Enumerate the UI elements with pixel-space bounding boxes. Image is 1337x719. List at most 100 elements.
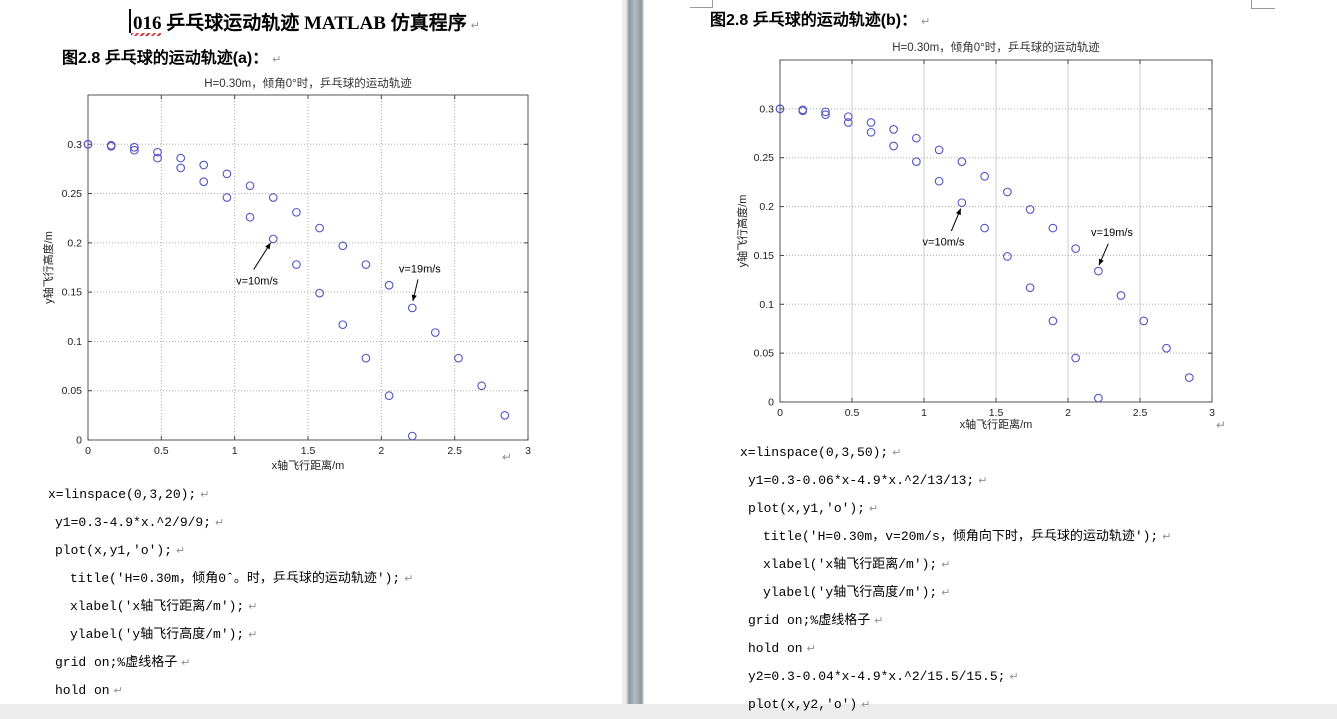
page-divider-scrollbar[interactable] [626, 0, 644, 704]
svg-text:x轴飞行距离/m: x轴飞行距离/m [960, 417, 1033, 431]
svg-text:v=19m/s: v=19m/s [1091, 227, 1133, 239]
svg-text:x轴飞行距离/m: x轴飞行距离/m [272, 458, 345, 472]
svg-text:0.05: 0.05 [62, 385, 83, 397]
paragraph-mark: ↵ [113, 685, 123, 697]
paragraph-mark: ↵ [404, 573, 414, 585]
code-text: grid on;%虚线格子 [748, 613, 871, 628]
svg-text:0.1: 0.1 [759, 299, 774, 311]
paragraph-mark: ↵ [941, 587, 951, 599]
svg-text:H=0.30m，倾角0°时，乒乓球的运动轨迹: H=0.30m，倾角0°时，乒乓球的运动轨迹 [892, 40, 1100, 54]
code-block-b: x=linspace(0,3,50); ↵ y1=0.3-0.06*x-4.9*x.… [734, 439, 1171, 719]
svg-text:2.5: 2.5 [1133, 407, 1148, 419]
code-line[interactable]: title('H=0.30m，倾角0ˆ。时，乒乓球的运动轨迹'); ↵ [30, 565, 413, 593]
figure-caption-a[interactable]: 图2.8 乒乓球的运动轨迹(a)： ↵ [62, 44, 281, 68]
document-page-left: 016 乒乓球运动轨迹 MATLAB 仿真程序 ↵ 图2.8 乒乓球的运动轨迹(a… [0, 0, 622, 704]
document-title[interactable]: 016 乒乓球运动轨迹 MATLAB 仿真程序 ↵ [133, 8, 480, 35]
code-line[interactable]: y2=0.3-0.04*x-4.9*x.^2/15.5/15.5; ↵ [734, 663, 1171, 691]
svg-text:1.5: 1.5 [301, 445, 316, 457]
margin-crop-mark-icon [1251, 0, 1275, 9]
document-title-text: 016 乒乓球运动轨迹 MATLAB 仿真程序 [133, 13, 467, 34]
figure-caption-b-text: 图2.8 乒乓球的运动轨迹(b)： [710, 12, 918, 29]
code-text: x=linspace(0,3,50); [740, 445, 889, 460]
paragraph-mark: ↵ [502, 450, 513, 464]
code-line[interactable]: x=linspace(0,3,50); ↵ [734, 439, 1171, 467]
paragraph-mark: ↵ [978, 475, 988, 487]
spellcheck-underline [131, 33, 161, 36]
code-line[interactable]: title('H=0.30m，v=20m/s，倾角向下时，乒乓球的运动轨迹');… [734, 523, 1171, 551]
code-text: hold on [748, 641, 803, 656]
svg-text:0: 0 [76, 435, 82, 447]
code-text: plot(x,y2,'o') [748, 697, 858, 712]
code-text: xlabel('x轴飞行距离/m'); [70, 599, 245, 614]
code-text: plot(x,y1,'o'); [748, 501, 866, 516]
paragraph-mark: ↵ [181, 657, 191, 669]
code-block-a: x=linspace(0,3,20); ↵ y1=0.3-4.9*x.^2/9/9;… [30, 481, 413, 705]
paragraph-mark: ↵ [470, 20, 480, 32]
svg-text:0.25: 0.25 [754, 152, 775, 164]
svg-text:0.1: 0.1 [67, 336, 82, 348]
svg-text:0.3: 0.3 [67, 139, 82, 151]
code-text: grid on;%虚线格子 [55, 655, 178, 670]
code-text: title('H=0.30m，倾角0ˆ。时，乒乓球的运动轨迹'); [70, 571, 401, 586]
svg-text:3: 3 [525, 445, 531, 457]
code-text: x=linspace(0,3,20); [48, 487, 197, 502]
code-line[interactable]: xlabel('x轴飞行距离/m'); ↵ [30, 593, 413, 621]
matlab-figure-b[interactable]: 0 0.5 1 1.5 2 2.5 3 0 0.05 0.1 0.15 0.2 0.25 0.3 H=0.3… [734, 38, 1274, 438]
code-line[interactable]: x=linspace(0,3,20); ↵ [30, 481, 413, 509]
svg-text:1: 1 [921, 407, 927, 419]
svg-text:y轴飞行高度/m: y轴飞行高度/m [41, 231, 55, 304]
code-line[interactable]: xlabel('x轴飞行距离/m'); ↵ [734, 551, 1171, 579]
code-text: y1=0.3-0.06*x-4.9*x.^2/13/13; [748, 473, 975, 488]
svg-text:v=10m/s: v=10m/s [236, 275, 278, 287]
svg-text:0: 0 [85, 445, 91, 457]
code-line[interactable]: grid on;%虚线格子 ↵ [30, 649, 413, 677]
matlab-figure-a[interactable]: 0 0.5 1 1.5 2 2.5 3 0 0.05 0.1 0.15 0.2 0.25 0.3 H=0.3… [30, 72, 590, 482]
figure-caption-a-text: 图2.8 乒乓球的运动轨迹(a)： [62, 50, 269, 67]
svg-text:H=0.30m，倾角0°时，乒乓球的运动轨迹: H=0.30m，倾角0°时，乒乓球的运动轨迹 [204, 76, 412, 90]
svg-text:2: 2 [378, 445, 384, 457]
code-line[interactable]: hold on ↵ [734, 635, 1171, 663]
code-line[interactable]: plot(x,y2,'o') ↵ [734, 691, 1171, 719]
paragraph-mark: ↵ [176, 545, 186, 557]
svg-text:0: 0 [777, 407, 783, 419]
code-line[interactable]: y1=0.3-4.9*x.^2/9/9; ↵ [30, 509, 413, 537]
code-line[interactable]: plot(x,y1,'o'); ↵ [30, 537, 413, 565]
svg-text:0.05: 0.05 [754, 348, 775, 360]
svg-text:0.25: 0.25 [62, 188, 83, 200]
svg-text:y轴飞行高度/m: y轴飞行高度/m [735, 195, 749, 268]
code-text: title('H=0.30m，v=20m/s，倾角向下时，乒乓球的运动轨迹'); [763, 529, 1159, 544]
figure-caption-b[interactable]: 图2.8 乒乓球的运动轨迹(b)： ↵ [710, 6, 930, 30]
code-line[interactable]: ylabel('y轴飞行高度/m'); ↵ [30, 621, 413, 649]
paragraph-mark: ↵ [861, 699, 871, 711]
svg-text:0.5: 0.5 [845, 407, 860, 419]
svg-text:2: 2 [1065, 407, 1071, 419]
paragraph-mark: ↵ [892, 447, 902, 459]
paragraph-mark: ↵ [806, 643, 816, 655]
paragraph-mark: ↵ [248, 629, 258, 641]
svg-text:2.5: 2.5 [447, 445, 462, 457]
code-line[interactable]: grid on;%虚线格子 ↵ [734, 607, 1171, 635]
svg-text:3: 3 [1209, 407, 1215, 419]
paragraph-mark: ↵ [1162, 531, 1172, 543]
code-line[interactable]: ylabel('y轴飞行高度/m'); ↵ [734, 579, 1171, 607]
text-cursor [129, 9, 131, 33]
svg-text:0.2: 0.2 [67, 237, 82, 249]
svg-text:v=19m/s: v=19m/s [399, 263, 441, 275]
code-text: y2=0.3-0.04*x-4.9*x.^2/15.5/15.5; [748, 669, 1006, 684]
svg-text:1: 1 [232, 445, 238, 457]
code-line[interactable]: plot(x,y1,'o'); ↵ [734, 495, 1171, 523]
code-text: hold on [55, 683, 110, 698]
paragraph-mark: ↵ [248, 601, 258, 613]
code-line[interactable]: y1=0.3-0.06*x-4.9*x.^2/13/13; ↵ [734, 467, 1171, 495]
paragraph-mark: ↵ [272, 54, 282, 66]
svg-text:0: 0 [768, 397, 774, 409]
code-text: xlabel('x轴飞行距离/m'); [763, 557, 938, 572]
svg-text:0.15: 0.15 [754, 250, 775, 262]
code-text: plot(x,y1,'o'); [55, 543, 173, 558]
code-line[interactable]: hold on ↵ [30, 677, 413, 705]
paragraph-mark: ↵ [1009, 671, 1019, 683]
paragraph-mark: ↵ [215, 517, 225, 529]
svg-text:0.3: 0.3 [759, 103, 774, 115]
paragraph-mark: ↵ [1216, 418, 1227, 432]
